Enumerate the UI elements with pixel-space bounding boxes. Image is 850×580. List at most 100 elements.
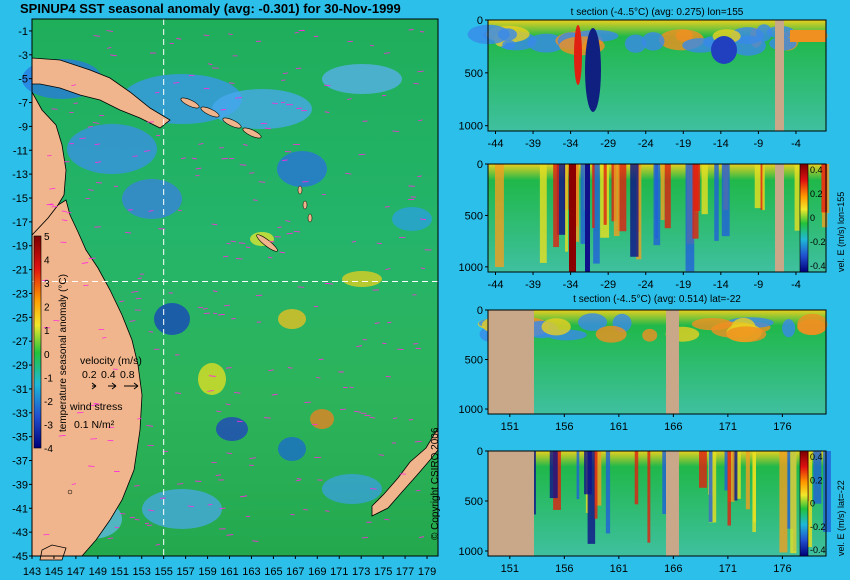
velocity-arrow bbox=[230, 240, 237, 243]
y-tick-label: -11 bbox=[13, 145, 28, 157]
velocity-stripe bbox=[693, 164, 701, 212]
velocity-stripe bbox=[636, 164, 642, 260]
velocity-arrow bbox=[392, 417, 398, 419]
velocity-arrow bbox=[207, 63, 213, 65]
section-panels: t section (-4..5°C) (avg: 0.275) lon=155… bbox=[459, 7, 846, 575]
velocity-arrow bbox=[213, 290, 218, 292]
colorbar-tick-label: -1 bbox=[44, 373, 53, 384]
velocity-arrow bbox=[419, 218, 427, 221]
y-tick-label: -13 bbox=[12, 169, 28, 181]
main-title: SPINUP4 SST seasonal anomaly (avg: -0.30… bbox=[20, 1, 401, 16]
velocity-arrow bbox=[218, 313, 225, 316]
x-tick-label: -14 bbox=[713, 138, 729, 150]
y-tick-label: -1 bbox=[18, 26, 28, 38]
velocity-arrow bbox=[94, 143, 100, 146]
velocity-stripe bbox=[660, 164, 665, 220]
x-tick-label: -34 bbox=[563, 138, 579, 150]
velocity-arrow bbox=[88, 257, 96, 260]
velocity-stripe bbox=[708, 451, 713, 522]
velocity-stripe bbox=[727, 451, 731, 526]
velocity-arrow bbox=[282, 72, 289, 75]
velocity-arrow bbox=[245, 246, 251, 249]
velocity-stripe bbox=[574, 164, 580, 242]
section-frame bbox=[487, 19, 827, 132]
velocity-stripe bbox=[760, 164, 764, 210]
velocity-arrow bbox=[268, 369, 274, 372]
x-tick-label: 145 bbox=[45, 566, 63, 578]
velocity-stripe bbox=[790, 451, 797, 554]
velocity-arrow bbox=[176, 38, 182, 40]
colorbar-tick-label: 4 bbox=[44, 256, 50, 267]
velocity-stripe bbox=[708, 451, 717, 523]
v-section-lon155: 0 500 1000 -44 -39 -34 -29 -24 -19 -14 -9 -4 0.4 0.2 0… bbox=[459, 159, 846, 291]
velocity-legend-title: velocity (m/s) bbox=[80, 355, 142, 367]
velocity-arrow bbox=[282, 159, 288, 161]
new-caledonia-land bbox=[256, 234, 278, 252]
velocity-arrow bbox=[269, 240, 275, 243]
velocity-stripe bbox=[613, 164, 620, 237]
velocity-stripe bbox=[721, 164, 730, 237]
velocity-arrow bbox=[58, 434, 66, 437]
section-feature bbox=[797, 313, 828, 335]
colorbar-tick-label: -0.2 bbox=[810, 237, 826, 247]
velocity-arrow bbox=[225, 367, 232, 369]
velocity-stripe bbox=[664, 164, 671, 229]
velocity-legend-tick: 0.2 bbox=[82, 369, 97, 381]
x-tick-label: 165 bbox=[264, 566, 282, 578]
velocity-arrow bbox=[313, 305, 319, 308]
velocity-arrow bbox=[155, 91, 160, 94]
y-tick-label: -37 bbox=[12, 456, 28, 468]
section-land bbox=[666, 451, 679, 556]
velocity-arrow bbox=[188, 74, 195, 77]
velocity-arrow bbox=[314, 456, 322, 459]
velocity-arrow bbox=[384, 206, 390, 208]
velocity-stripe bbox=[727, 451, 735, 502]
velocity-arrow bbox=[191, 157, 197, 160]
y-tick-label: 1000 bbox=[459, 546, 483, 558]
section-title: t section (-4..5°C) (avg: 0.275) lon=155 bbox=[571, 7, 744, 18]
velocity-arrow bbox=[358, 153, 366, 156]
island bbox=[200, 106, 220, 118]
velocity-arrow bbox=[92, 122, 100, 124]
island bbox=[297, 185, 303, 195]
y-tick-label: 500 bbox=[465, 210, 483, 222]
velocity-stripe bbox=[594, 451, 598, 519]
velocity-arrow bbox=[378, 454, 384, 456]
velocity-stripe bbox=[823, 451, 831, 533]
section-feature bbox=[675, 29, 694, 42]
velocity-stripe bbox=[556, 164, 566, 235]
velocity-arrow bbox=[384, 518, 390, 521]
colorbar-tick-label: -4 bbox=[44, 444, 53, 455]
y-tick-label: 1000 bbox=[459, 404, 483, 416]
velocity-arrow bbox=[207, 503, 213, 506]
velocity-arrow bbox=[143, 150, 151, 152]
velocity-arrow bbox=[420, 267, 425, 269]
velocity-arrow bbox=[107, 537, 114, 539]
velocity-arrow bbox=[202, 307, 208, 310]
velocity-stripe bbox=[662, 451, 670, 515]
wind-legend-value: 0.1 N/m² bbox=[74, 419, 115, 431]
anomaly-blob bbox=[322, 64, 402, 94]
velocity-arrow bbox=[91, 404, 98, 407]
y-tick-label: -43 bbox=[12, 527, 28, 539]
y-tick-label: 1000 bbox=[459, 121, 483, 133]
y-tick-label: -21 bbox=[12, 265, 28, 277]
y-tick-label: 0 bbox=[477, 305, 483, 317]
colorbar-tick-label: -0.4 bbox=[810, 545, 826, 555]
velocity-legend-arrowhead bbox=[91, 382, 97, 390]
x-tick-label: 159 bbox=[198, 566, 216, 578]
x-tick-label: 161 bbox=[610, 421, 628, 433]
x-tick-label: -34 bbox=[563, 279, 579, 291]
x-tick-label: -24 bbox=[638, 138, 654, 150]
velocity-arrow bbox=[271, 393, 278, 396]
velocity-arrow bbox=[249, 172, 255, 174]
velocity-stripe bbox=[647, 451, 651, 543]
velocity-stripe bbox=[569, 164, 576, 272]
velocity-arrow bbox=[294, 31, 299, 34]
velocity-stripe bbox=[576, 451, 580, 500]
velocity-stripe bbox=[724, 451, 728, 491]
velocity-stripe bbox=[735, 451, 741, 499]
section-feature bbox=[790, 30, 826, 42]
map-colorbar bbox=[33, 235, 42, 449]
anomaly-blob bbox=[310, 409, 334, 429]
